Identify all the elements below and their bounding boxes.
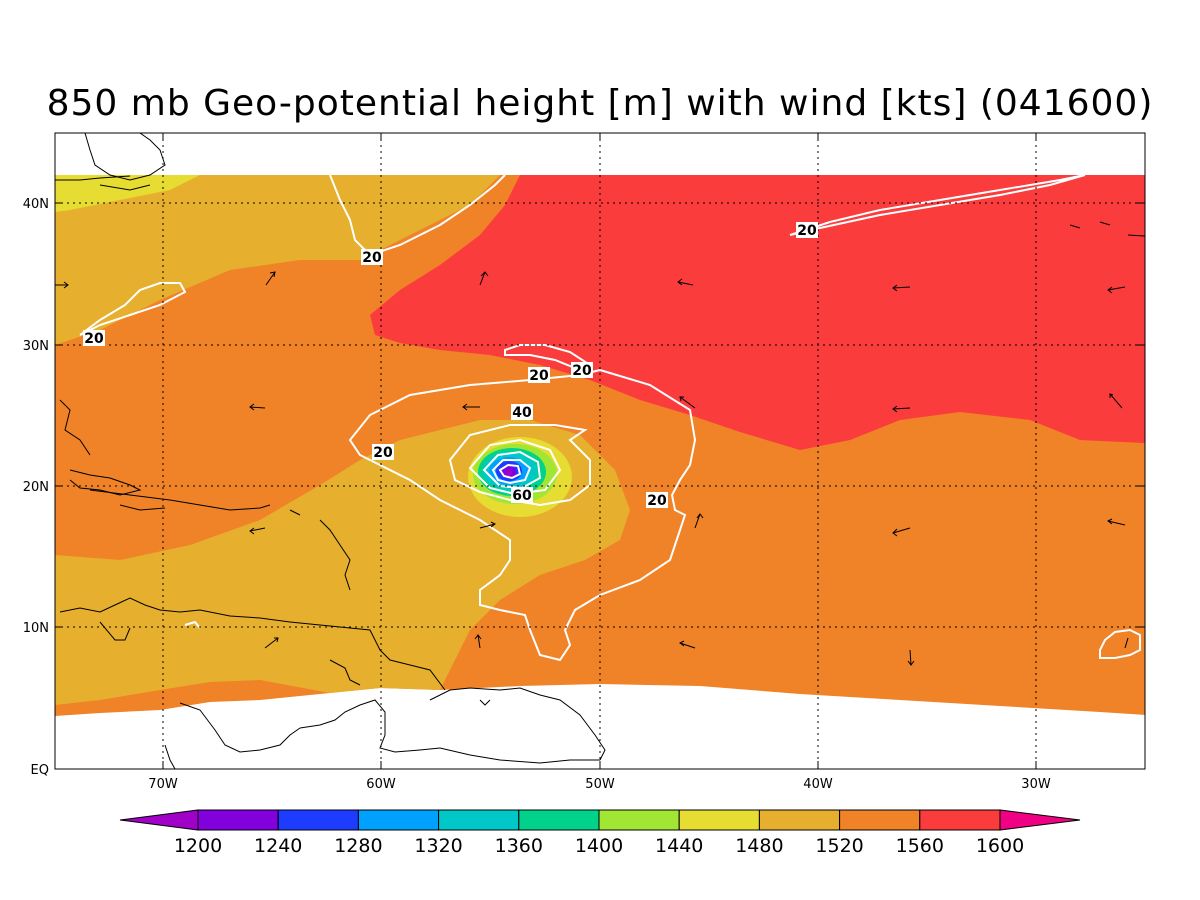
lon-label-50w: 50W	[585, 777, 615, 792]
colorbar-arrow-left	[119, 809, 199, 831]
colorbar-tick-label: 1560	[896, 835, 944, 857]
colorbar-segment	[678, 809, 760, 831]
colorbar-tick-label: 1280	[334, 835, 382, 857]
contour-label-40: 40	[511, 404, 533, 421]
colorbar-tick-label: 1440	[655, 835, 703, 857]
contour-label-20: 20	[796, 222, 818, 239]
wind-vectors	[55, 271, 1129, 666]
colorbar-tick-label: 1480	[735, 835, 783, 857]
colorbar-tick-label: 1200	[174, 835, 222, 857]
lat-label-eq: EQ	[31, 763, 49, 778]
contour-label-text: 40	[512, 405, 532, 421]
colorbar-tick-label: 1320	[414, 835, 462, 857]
contour-label-text: 60	[512, 488, 532, 504]
lat-label-30n: 30N	[23, 339, 49, 354]
colorbar-segment	[518, 809, 600, 831]
lon-label-70w: 70W	[148, 777, 178, 792]
contour-label-20: 20	[372, 444, 394, 461]
contour-label-20: 20	[528, 367, 550, 384]
colorbar-segment	[197, 809, 279, 831]
colorbar-tick-label: 1360	[495, 835, 543, 857]
map-title: 850 mb Geo-potential height [m] with win…	[47, 83, 1154, 124]
lat-label-10n: 10N	[23, 621, 49, 636]
lat-axis-labels: EQ 10N 20N 30N 40N	[23, 197, 49, 778]
colorbar-tick-label: 1600	[976, 835, 1024, 857]
tick-marks	[55, 133, 1145, 770]
contour-label-text: 20	[572, 363, 592, 379]
contour-label-text: 20	[84, 331, 104, 347]
contour-label-text: 20	[529, 368, 549, 384]
lon-label-60w: 60W	[366, 777, 396, 792]
contour-label-20: 20	[571, 362, 593, 379]
lon-axis-labels: 70W 60W 50W 40W 30W	[148, 777, 1051, 792]
field-1600-region	[370, 175, 1145, 450]
contour-label-text: 20	[373, 445, 393, 461]
contour-label-text: 20	[647, 493, 667, 509]
colorbar: 1200 1240 1280 1320 1360 1400 1440 1480 1520 1560…	[119, 809, 1081, 857]
contour-label-60: 60	[511, 487, 533, 504]
cyclone-core	[468, 437, 572, 517]
wind-contours	[79, 174, 1141, 662]
lon-label-30w: 30W	[1021, 777, 1051, 792]
colorbar-segment	[598, 809, 680, 831]
colorbar-segment	[758, 809, 841, 831]
colorbar-arrow-right	[999, 809, 1081, 831]
colorbar-tick-label: 1400	[575, 835, 623, 857]
colorbar-segment	[438, 809, 520, 831]
lon-label-40w: 40W	[803, 777, 833, 792]
contour-label-20: 20	[646, 492, 668, 509]
contour-label-20: 20	[83, 330, 105, 347]
lat-label-20n: 20N	[23, 480, 49, 495]
plot-area: 20 20 20 20 20 20 20 40 60	[55, 133, 1145, 769]
lat-label-40n: 40N	[23, 197, 49, 212]
contour-label-text: 20	[362, 250, 382, 266]
colorbar-tick-label: 1240	[254, 835, 302, 857]
field-1520-region	[55, 175, 500, 345]
coastlines	[55, 133, 1145, 769]
colorbar-segment	[839, 809, 921, 831]
colorbar-segment	[357, 809, 440, 831]
colorbar-tick-label: 1520	[815, 835, 863, 857]
contour-label-text: 20	[797, 223, 817, 239]
colorbar-segment	[277, 809, 359, 831]
contour-label-20: 20	[361, 249, 383, 266]
colorbar-segment	[919, 809, 1001, 831]
contour-labels: 20 20 20 20 20 20 20 40 60	[83, 222, 818, 509]
